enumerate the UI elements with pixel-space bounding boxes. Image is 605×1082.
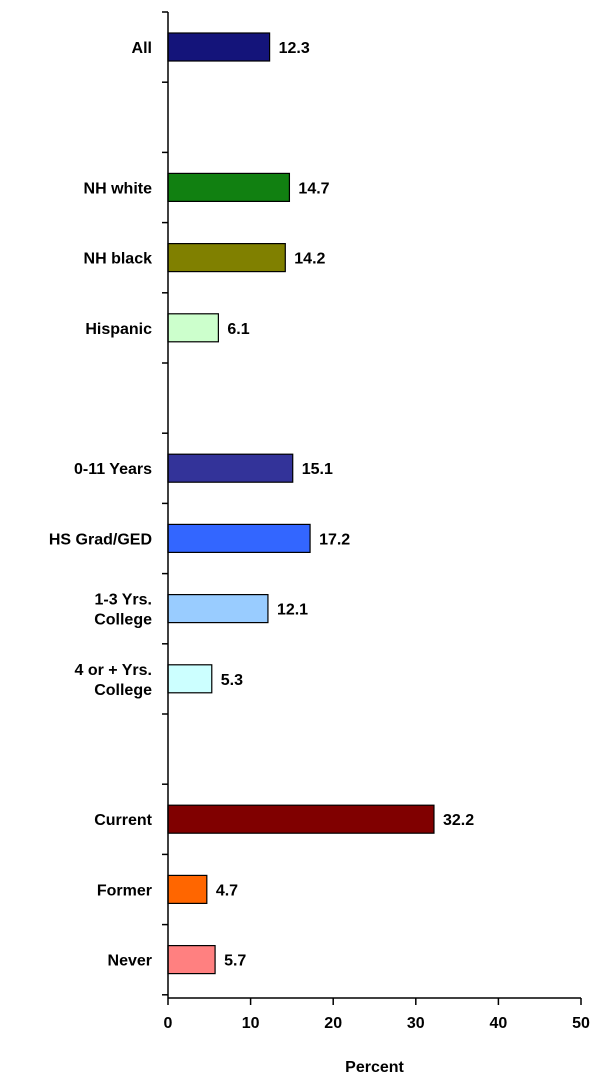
bar bbox=[167, 453, 294, 483]
bar-value-label: 4.7 bbox=[216, 882, 238, 899]
category-label: Never bbox=[108, 953, 152, 970]
bar-value-label: 12.1 bbox=[277, 602, 308, 619]
bar-value-label: 12.3 bbox=[279, 40, 310, 57]
bar-value-label: 14.2 bbox=[294, 251, 325, 268]
bar bbox=[167, 804, 435, 834]
category-label: Current bbox=[94, 812, 152, 829]
bar bbox=[167, 523, 311, 554]
x-tick-label: 40 bbox=[490, 1015, 508, 1032]
bars-group bbox=[167, 32, 435, 975]
category-label: 4 or + Yrs. College bbox=[74, 662, 152, 699]
category-label: All bbox=[132, 40, 152, 57]
bar bbox=[167, 593, 269, 624]
x-tick-label: 10 bbox=[242, 1015, 260, 1032]
x-tick-label: 0 bbox=[164, 1015, 173, 1032]
x-tick-label: 30 bbox=[407, 1015, 425, 1032]
bar-value-label: 5.3 bbox=[221, 672, 243, 689]
x-axis-title: Percent bbox=[345, 1059, 404, 1076]
axes-group bbox=[167, 12, 581, 999]
category-label: Hispanic bbox=[85, 321, 152, 338]
bar bbox=[167, 313, 219, 343]
bar-value-label: 6.1 bbox=[227, 321, 249, 338]
bar bbox=[167, 664, 213, 694]
bar bbox=[167, 32, 271, 62]
bar-value-label: 14.7 bbox=[298, 180, 329, 197]
category-label: HS Grad/GED bbox=[49, 531, 152, 548]
category-label: 0-11 Years bbox=[74, 461, 152, 478]
category-labels-group: All NH white NH black Hispanic 0-11 Years HS … bbox=[49, 40, 153, 970]
category-label: 1-3 Yrs. College bbox=[94, 592, 152, 629]
bar-value-label: 5.7 bbox=[224, 953, 246, 970]
value-labels-group: 12.3 14.7 14.2 6.1 15.1 17.2 12.1 5.3 32.2 4.7 5.7 bbox=[216, 40, 474, 970]
y-ticks-group bbox=[162, 11, 168, 996]
category-label: NH white bbox=[84, 180, 153, 197]
x-tick-label: 20 bbox=[324, 1015, 342, 1032]
x-tick-label: 50 bbox=[572, 1015, 590, 1032]
bar-value-label: 32.2 bbox=[443, 812, 474, 829]
bar bbox=[167, 243, 286, 273]
bar bbox=[167, 944, 216, 975]
bar-value-label: 17.2 bbox=[319, 531, 350, 548]
bar bbox=[167, 172, 291, 202]
x-ticks-group: 0 10 20 30 40 50 bbox=[164, 998, 590, 1032]
category-label: NH black bbox=[84, 251, 153, 268]
category-label: Former bbox=[97, 882, 152, 899]
bar-value-label: 15.1 bbox=[302, 461, 333, 478]
bar bbox=[167, 874, 208, 905]
